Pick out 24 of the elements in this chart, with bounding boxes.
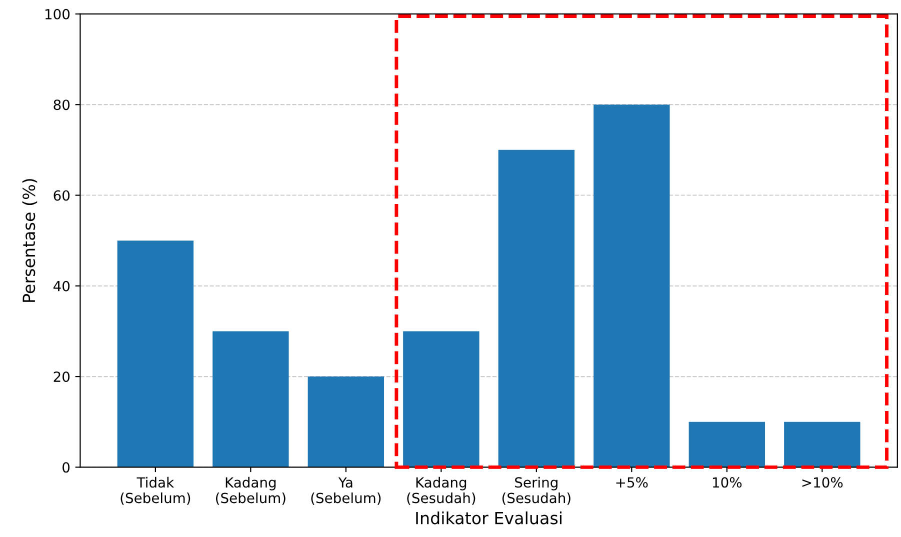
x-tick-label: >10% (802, 477, 843, 488)
bar (594, 104, 670, 468)
bar (308, 376, 384, 468)
bar (212, 331, 289, 468)
y-tick-label: 100 (45, 8, 70, 20)
x-tick-label: Sering (Sesudah) (502, 476, 570, 505)
x-tick-label: +5% (616, 477, 648, 488)
x-axis-title: Indikator Evaluasi (416, 511, 562, 524)
y-tick-label: 40 (53, 280, 70, 292)
x-tick-label: 10% (712, 477, 742, 488)
x-tick-label: Kadang (Sesudah) (407, 476, 476, 505)
y-tick-label: 80 (54, 100, 70, 110)
y-axis-title: Persentase (%) (22, 179, 38, 302)
y-tick-label: 0 (62, 462, 70, 473)
bar (498, 150, 575, 468)
x-tick-label: Kadang (Sebelum) (216, 476, 286, 505)
bar (117, 240, 194, 468)
y-tick-label: 60 (54, 190, 70, 201)
x-tick-label: Ya (Sebelum) (311, 477, 381, 505)
bar (403, 331, 480, 468)
bar (688, 422, 766, 468)
x-tick-label: Tidak (Sebelum) (120, 476, 190, 505)
y-tick-label: 20 (54, 372, 70, 382)
bar (784, 422, 860, 468)
